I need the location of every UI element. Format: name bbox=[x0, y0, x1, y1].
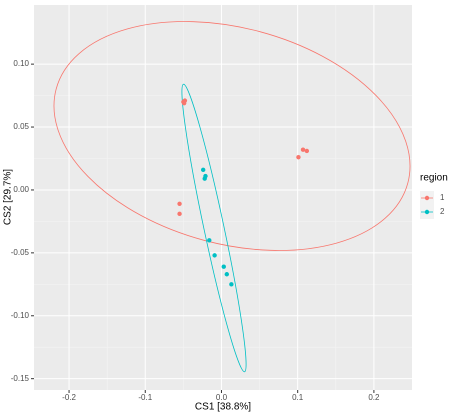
x-tick-label: 0.2 bbox=[368, 393, 380, 402]
point bbox=[200, 167, 206, 173]
y-tick-label: 0.10 bbox=[13, 59, 29, 68]
legend-label: 2 bbox=[440, 207, 445, 216]
x-tick-label: 0.0 bbox=[216, 393, 228, 402]
points bbox=[177, 98, 310, 287]
point bbox=[221, 264, 226, 269]
point bbox=[229, 282, 234, 287]
y-tick-label: 0.05 bbox=[13, 122, 29, 131]
ellipse-region-1 bbox=[53, 21, 411, 251]
legend-point bbox=[424, 209, 430, 215]
y-tick-label: -0.15 bbox=[11, 374, 30, 383]
y-axis-title: CS2 [29.7%] bbox=[3, 169, 14, 225]
y-tick-label: -0.05 bbox=[11, 248, 30, 257]
legend-point bbox=[424, 195, 430, 201]
panel bbox=[34, 5, 412, 390]
x-tick-label: -0.2 bbox=[62, 393, 76, 402]
point bbox=[177, 201, 182, 206]
point bbox=[300, 147, 306, 152]
point bbox=[177, 211, 182, 217]
point bbox=[207, 238, 212, 243]
point bbox=[224, 272, 230, 277]
point bbox=[304, 148, 310, 154]
ellipse-region-2 bbox=[181, 83, 247, 373]
legend-title: region bbox=[420, 173, 448, 184]
y-tick-label: 0.00 bbox=[13, 185, 29, 194]
grid bbox=[34, 5, 412, 390]
y-tick-label: -0.10 bbox=[11, 311, 30, 320]
point bbox=[181, 100, 187, 106]
x-tick-label: -0.1 bbox=[138, 393, 152, 402]
legend-label: 1 bbox=[440, 193, 445, 202]
x-axis-title: CS1 [38.8%] bbox=[195, 402, 251, 413]
x-tick-label: 0.1 bbox=[292, 393, 304, 402]
point bbox=[202, 176, 207, 181]
point bbox=[212, 253, 217, 258]
point bbox=[296, 155, 301, 160]
